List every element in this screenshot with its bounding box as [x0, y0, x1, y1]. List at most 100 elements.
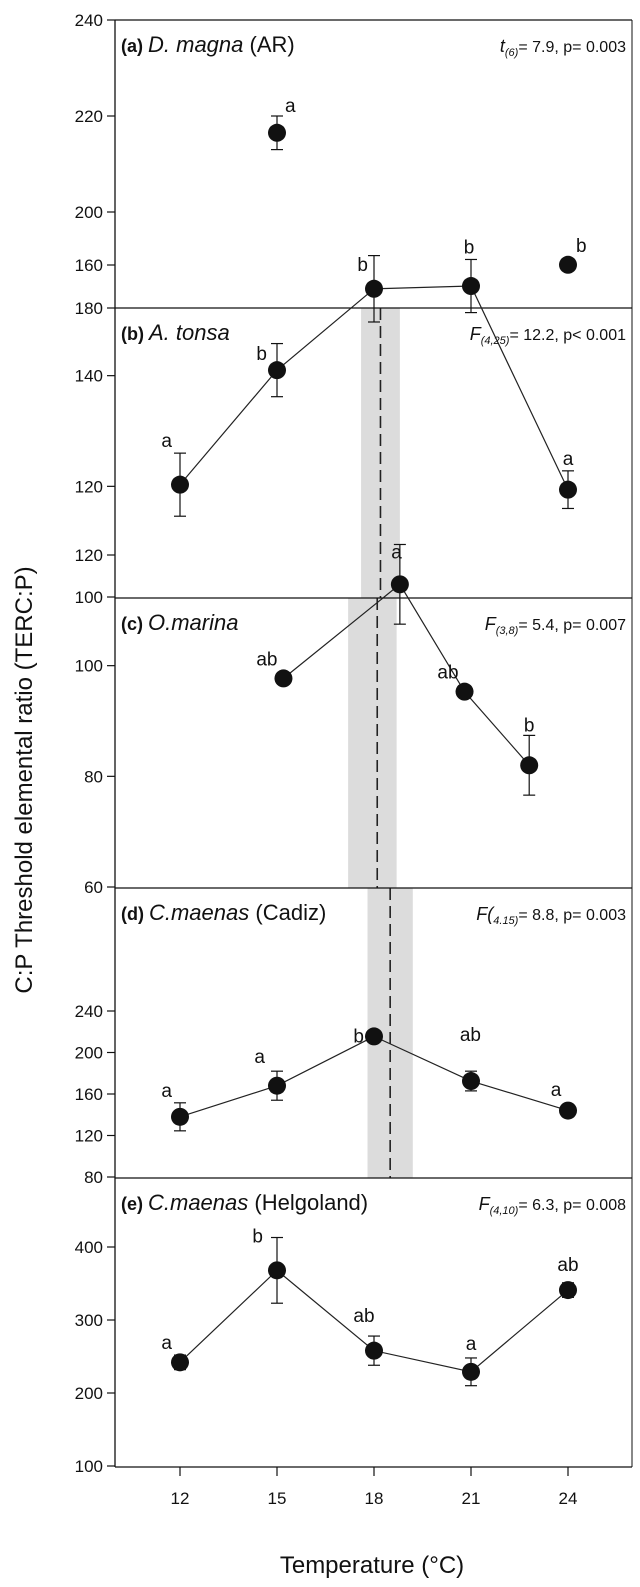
y-tick-label: 180 [75, 299, 103, 318]
panel-title: (a) D. magna (AR) [121, 32, 295, 57]
significance-label: b [252, 1226, 263, 1247]
y-tick-label: 300 [75, 1311, 103, 1330]
significance-label: ab [437, 663, 458, 684]
significance-label: a [161, 1333, 172, 1354]
x-tick-label: 18 [365, 1489, 384, 1508]
significance-label: a [466, 1334, 477, 1355]
data-point [268, 123, 286, 142]
significance-label: a [285, 96, 296, 117]
panel-tag: (c) [121, 614, 148, 634]
data-point [462, 277, 480, 296]
series-line [283, 583, 530, 766]
data-point [390, 575, 409, 594]
significance-label: b [524, 715, 535, 736]
panel-statistic: F(4,25)= 12.2, p< 0.001 [470, 324, 626, 347]
data-point [268, 1261, 286, 1280]
y-tick-label: 100 [75, 588, 103, 607]
x-axis: 12 15 18 21 24 [115, 1466, 632, 1508]
significance-label: a [161, 431, 172, 452]
significance-label: b [464, 237, 475, 258]
data-point [559, 255, 577, 274]
panel-title: (c) O.marina [121, 610, 238, 635]
stat-df: 4.15) [493, 915, 518, 927]
stat-df: (4,10) [490, 1205, 519, 1217]
significance-label: b [576, 236, 587, 257]
significance-label: a [551, 1080, 562, 1101]
panel-tag: (a) [121, 36, 148, 56]
stat-symbol: F [485, 614, 497, 634]
y-axis-label: C:P Threshold elemental ratio (TERC:P) [11, 566, 38, 993]
panel-title: (e) C.maenas (Helgoland) [121, 1190, 368, 1215]
significance-label: b [357, 255, 368, 276]
optimum-band [348, 598, 397, 888]
data-point [171, 475, 189, 494]
x-tick-label: 24 [559, 1489, 578, 1508]
y-tick-label: 100 [75, 657, 103, 676]
panel-tag: (d) [121, 904, 149, 924]
data-point [365, 279, 383, 298]
significance-label: a [254, 1047, 265, 1068]
stat-value: = 5.4, p= 0.007 [518, 617, 626, 634]
panel-statistic: t(6)= 7.9, p= 0.003 [500, 36, 626, 59]
y-tick-label: 240 [75, 11, 103, 30]
panel-c: 60 80 100 120 ab a ab b (c) O.marina F(3,8)= 5.4,… [75, 542, 633, 897]
stat-symbol: t [500, 36, 506, 56]
y-tick-label: 120 [75, 1127, 103, 1146]
x-tick-label: 12 [171, 1489, 190, 1508]
y-tick-label: 140 [75, 367, 103, 386]
significance-label: ab [460, 1025, 481, 1046]
y-tick-label: 220 [75, 107, 103, 126]
species-name: A. tonsa [147, 320, 230, 345]
species-suffix: (Helgoland) [248, 1190, 368, 1215]
stat-symbol: F( [476, 904, 495, 924]
data-point [559, 1101, 577, 1120]
species-suffix: (Cadiz) [249, 900, 326, 925]
y-tick-label: 100 [75, 1457, 103, 1476]
data-point [365, 1341, 383, 1360]
y-tick-label: 60 [84, 878, 103, 897]
data-point [268, 1076, 286, 1095]
stat-value: = 12.2, p< 0.001 [509, 327, 626, 344]
stat-df: (3,8) [496, 625, 519, 637]
stat-df: (6) [505, 47, 519, 59]
significance-label: a [161, 1081, 172, 1102]
data-point [520, 756, 539, 775]
panel-statistic: F(3,8)= 5.4, p= 0.007 [485, 614, 626, 637]
x-axis-label: Temperature (°C) [280, 1552, 464, 1579]
y-tick-label: 80 [84, 1168, 103, 1187]
x-tick-label: 21 [462, 1489, 481, 1508]
significance-label: ab [256, 649, 277, 670]
panel-title: (d) C.maenas (Cadiz) [121, 900, 326, 925]
significance-label: a [391, 542, 402, 563]
panel-tag: (e) [121, 1194, 148, 1214]
panel-tag: (b) [121, 324, 149, 344]
stat-value: = 7.9, p= 0.003 [518, 39, 626, 56]
y-tick-label: 400 [75, 1238, 103, 1257]
y-tick-label: 160 [75, 256, 103, 275]
y-tick-label: 80 [84, 767, 103, 786]
stat-value: = 8.8, p= 0.003 [518, 907, 626, 924]
y-tick-label: 200 [75, 1384, 103, 1403]
data-point [462, 1072, 480, 1091]
data-point [171, 1353, 189, 1372]
data-point [462, 1362, 480, 1381]
species-name: D. magna [148, 32, 243, 57]
species-suffix: (AR) [243, 32, 294, 57]
data-point [171, 1107, 189, 1126]
stat-value: = 6.3, p= 0.008 [518, 1197, 626, 1214]
y-tick-label: 240 [75, 1002, 103, 1021]
significance-label: ab [557, 1255, 578, 1276]
significance-label: b [353, 1026, 364, 1047]
panel-b: 100 120 140 160 a b b b a (b) A. tonsa F(4,25)= 12… [75, 237, 633, 607]
y-tick-label: 120 [75, 546, 103, 565]
significance-label: a [563, 449, 574, 470]
species-name: O.marina [148, 610, 238, 635]
stat-df: (4,25) [481, 335, 510, 347]
data-point [274, 669, 293, 688]
data-point [268, 361, 286, 380]
stat-symbol: F [479, 1194, 491, 1214]
